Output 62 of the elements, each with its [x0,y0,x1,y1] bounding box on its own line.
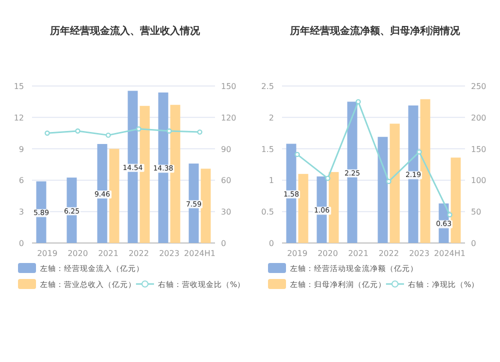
x-tick-label: 2022 [128,249,149,258]
y-tick-label: 6 [18,176,24,186]
point [447,212,452,218]
y-tick-label: 15 [14,82,24,91]
y-tick-label: 3 [18,208,24,217]
x-tick-label: 2019 [287,249,308,258]
y2-tick-label: 0 [221,239,226,248]
x-tick-label: 2023 [159,249,180,258]
point [136,126,142,132]
bar [347,102,358,243]
point [197,129,202,135]
y2-tick-label: 60 [221,176,232,186]
y-tick-label: 0.5 [261,208,274,217]
chart-title: 历年经营现金流入、营业收入情况 [49,25,201,37]
y2-tick-label: 100 [471,176,486,186]
x-tick-label: 2024H1 [434,249,466,258]
point [106,132,111,138]
bar [109,148,120,243]
point [294,152,300,158]
point [356,99,361,104]
x-tick-label: 2019 [37,249,58,258]
point [44,130,50,136]
y2-tick-label: 50 [471,208,482,217]
y-tick-label: 2 [268,113,274,122]
bar [390,124,400,243]
bar [378,136,388,243]
x-tick-label: 2024H1 [184,249,216,258]
y-tick-label: 0 [18,239,24,248]
point [416,149,422,155]
y2-tick-label: 0 [471,239,476,248]
x-tick-label: 2023 [409,249,430,258]
bar [420,99,430,243]
y2-tick-label: 90 [221,144,232,154]
y-tick-label: 2.5 [261,82,274,91]
bar [408,105,418,243]
y2-tick-label: 200 [471,113,486,122]
point [325,176,330,181]
x-tick-label: 2021 [348,249,368,258]
chart-title: 历年经营现金流净额、归母净利润情况 [289,25,461,37]
y-tick-label: 0 [268,239,274,248]
bar [200,168,211,243]
y2-tick-label: 250 [471,82,486,91]
y2-tick-label: 150 [471,144,486,154]
y2-tick-label: 30 [221,208,232,217]
x-tick-label: 2022 [378,249,399,258]
y-tick-label: 1.5 [261,144,274,154]
y-tick-label: 12 [14,113,24,122]
bar [286,144,296,243]
x-tick-label: 2020 [318,249,338,258]
point [386,178,392,184]
x-tick-label: 2020 [68,249,88,258]
bar [450,158,461,243]
point [166,128,172,134]
y-tick-label: 9 [18,144,24,154]
point [75,128,80,134]
y2-tick-label: 120 [221,113,236,122]
y-tick-label: 1 [268,176,274,186]
x-tick-label: 2021 [98,249,118,258]
bar [298,174,308,243]
y2-tick-label: 150 [221,82,236,91]
bar [188,164,199,243]
bar [328,172,339,243]
